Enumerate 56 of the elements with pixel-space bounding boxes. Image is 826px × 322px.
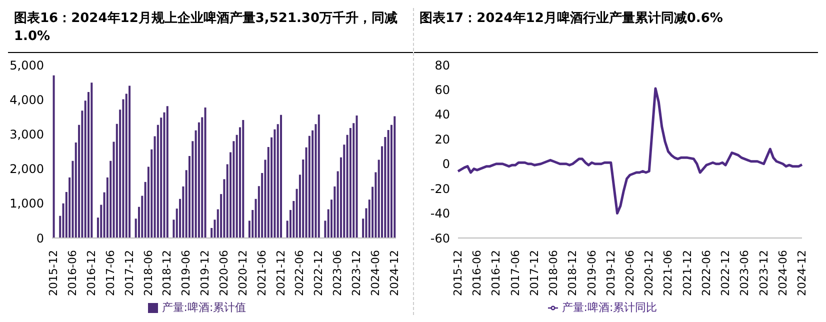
y-tick-label: -60 [430, 231, 450, 246]
y-tick-label: 0 [36, 231, 44, 246]
x-tick-label: 2021-12 [680, 250, 694, 296]
x-tick-label: 2021-12 [274, 250, 288, 296]
legend-label: 产量:啤酒:累计同比 [562, 301, 658, 314]
x-tick-label: 2018-12 [566, 250, 579, 296]
x-tick-label: 2020-06 [218, 250, 230, 296]
x-tick-label: 2015-12 [47, 250, 60, 296]
x-tick-label: 2017-12 [122, 250, 136, 296]
x-tick-label: 2023-12 [350, 250, 364, 296]
y-tick-label: -40 [430, 206, 450, 221]
y-tick-label: 60 [434, 82, 450, 97]
chart-title: 图表16：2024年12月规上企业啤酒产量3,521.30万千升，同减1.0% [8, 8, 412, 53]
y-tick-label: 20 [434, 132, 450, 146]
x-tick-label: 2019-12 [198, 250, 212, 296]
x-tick-label: 2016-12 [489, 250, 502, 296]
x-tick-label: 2023-12 [756, 250, 770, 296]
x-tick-label: 2019-06 [584, 250, 598, 296]
x-tick-label: 2017-06 [508, 250, 522, 296]
x-tick-label: 2020-06 [623, 250, 636, 296]
x-tick-label: 2022-12 [718, 250, 732, 296]
y-tick-label: 4,000 [10, 92, 44, 107]
x-tick-label: 2019-12 [604, 250, 617, 296]
x-tick-label: 2016-06 [470, 250, 484, 296]
chart-title: 图表17：2024年12月啤酒行业产量累计同减0.6% [414, 8, 818, 53]
x-tick-label: 2018-12 [160, 250, 174, 296]
x-tick-label: 2018-06 [546, 250, 560, 296]
y-tick-label: -20 [430, 182, 450, 196]
y-tick-label: 0 [442, 157, 450, 172]
x-tick-label: 2022-06 [293, 250, 306, 296]
y-tick-label: 5,000 [10, 58, 44, 72]
legend-label: 产量:啤酒:累计值 [162, 301, 246, 314]
x-tick-label: 2017-12 [527, 250, 540, 296]
y-tick-label: 1,000 [10, 196, 44, 211]
x-tick-label: 2017-06 [104, 250, 117, 296]
x-tick-label: 2021-06 [661, 250, 674, 296]
x-tick-label: 2019-06 [180, 250, 193, 296]
x-tick-label: 2020-12 [236, 250, 250, 296]
x-tick-label: 2022-06 [699, 250, 712, 296]
y-tick-label: 3,000 [10, 127, 44, 142]
x-tick-label: 2022-12 [312, 250, 326, 296]
x-tick-label: 2024-06 [368, 250, 382, 296]
x-tick-label: 2020-12 [642, 250, 656, 296]
x-tick-label: 2024-12 [388, 250, 401, 296]
y-tick-label: 2,000 [10, 162, 44, 176]
x-tick-label: 2018-06 [142, 250, 155, 296]
x-tick-label: 2016-12 [84, 250, 98, 296]
x-tick-label: 2023-06 [331, 250, 344, 296]
y-tick-label: 80 [434, 58, 450, 72]
x-tick-label: 2015-12 [451, 250, 464, 296]
x-tick-label: 2024-06 [776, 250, 789, 296]
y-tick-label: 40 [434, 108, 450, 122]
x-tick-label: 2016-06 [66, 250, 80, 296]
x-tick-label: 2023-06 [738, 250, 751, 296]
x-tick-label: 2021-06 [255, 250, 268, 296]
x-tick-label: 2024-12 [795, 250, 808, 296]
